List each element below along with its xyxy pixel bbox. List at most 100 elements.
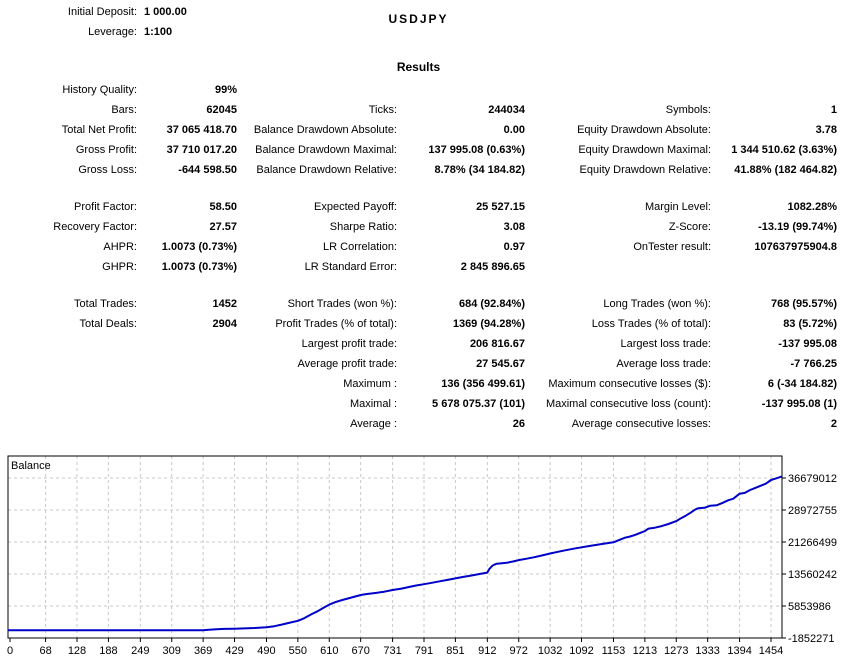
stat-label: Average profit trade: [297,358,397,370]
x-axis-label: 429 [225,645,243,657]
stats-row: Maximum : 136 (356 499.61) Maximum consecu… [0,374,837,394]
stat-label: Maximal consecutive loss (count): [545,398,711,410]
y-axis-label: 21266499 [788,537,837,549]
stat-value: 5 678 075.37 (101) [432,398,525,410]
x-axis-label: 249 [131,645,149,657]
stat-value: 1082.28% [787,201,837,213]
stat-label [525,80,711,100]
stat-label: Average loss trade: [616,358,711,370]
leverage-label: Leverage: [88,26,137,38]
initial-deposit-row: Initial Deposit: 1 000.00 [0,2,837,22]
leverage-row: Leverage: 1:100 [0,22,837,42]
stat-label: Margin Level: [644,201,711,213]
stat-label: Balance Drawdown Relative: [256,164,397,176]
stats-row: Bars: 62045 Ticks: 244034 Symbols: 1 [0,100,837,120]
stat-value [711,257,837,277]
stat-label: Expected Payoff: [314,201,397,213]
x-axis-label: 128 [68,645,86,657]
initial-deposit-value: 1 000.00 [144,6,187,18]
stat-value: 62045 [206,104,237,116]
balance-chart: 36679012 28972755 21266499 13560242 5853986 -… [0,448,858,664]
stats-row: Total Net Profit: 37 065 418.70 Balance Dr… [0,120,837,140]
x-axis-label: 309 [163,645,181,657]
stat-label: Maximal : [349,398,397,410]
stat-label: Profit Trades (% of total): [275,318,397,330]
y-axis-label: 5853986 [788,601,831,613]
stat-value: -137 995.08 (1) [761,398,837,410]
stat-label: Profit Factor: [74,201,137,213]
stats-row: Recovery Factor: 27.57 Sharpe Ratio: 3.08 Z-… [0,217,837,237]
stat-label: LR Correlation: [323,241,397,253]
stat-value: 6 (-34 184.82) [767,378,837,390]
stat-value: 1.0073 (0.73%) [161,261,237,273]
stats-section-3: Total Trades: 1452 Short Trades (won %): 68… [0,294,837,434]
stat-value [137,354,237,374]
stat-label: Total Trades: [74,298,137,310]
stat-label: Ticks: [368,104,397,116]
stat-label: Maximum consecutive losses ($): [548,378,711,390]
stats-section-1: History Quality: 99% Bars: 62045 Ticks: 24403… [0,80,837,180]
x-axis-label: 188 [99,645,117,657]
stats-row: Total Trades: 1452 Short Trades (won %): 68… [0,294,837,314]
x-axis-label: 1273 [664,645,688,657]
balance-line [8,475,783,632]
stat-label [0,374,137,394]
chart-legend-balance: Balance [11,460,51,472]
stat-value: 0.00 [503,124,525,136]
stat-label: Total Net Profit: [61,124,137,136]
x-axis-label: 1333 [695,645,719,657]
y-axis-label: 13560242 [788,569,837,581]
stat-label: Gross Profit: [75,144,137,156]
stats-row: Average : 26 Average consecutive losses: 2 [0,414,837,434]
stat-value: 206 816.67 [469,338,525,350]
stat-value [397,80,525,100]
stat-label: History Quality: [62,84,137,96]
stat-value: 26 [512,418,525,430]
x-axis-label: 1394 [727,645,751,657]
y-axis-label: 28972755 [788,505,837,517]
stats-row: Gross Profit: 37 710 017.20 Balance Drawdo… [0,140,837,160]
stat-value: 1 [830,104,837,116]
stat-value: 1369 (94.28%) [452,318,525,330]
stat-value: -13.19 (99.74%) [758,221,837,233]
stat-value: 1452 [212,298,237,310]
stat-label: Equity Drawdown Maximal: [578,144,711,156]
stat-label: Largest profit trade: [301,338,397,350]
stat-value: 684 (92.84%) [458,298,525,310]
x-axis-label: 851 [446,645,464,657]
stat-label: Short Trades (won %): [287,298,397,310]
x-axis-label: 972 [510,645,528,657]
stat-label: Maximum : [343,378,397,390]
stat-value [137,334,237,354]
stat-value: 41.88% (182 464.82) [734,164,837,176]
stats-row: Profit Factor: 58.50 Expected Payoff: 25 52… [0,197,837,217]
stat-label: Equity Drawdown Relative: [579,164,711,176]
stat-value: 3.08 [503,221,525,233]
x-axis-label: 550 [289,645,307,657]
stat-value: 768 (95.57%) [770,298,837,310]
stat-label: Largest loss trade: [620,338,712,350]
stat-label: OnTester result: [633,241,711,253]
stat-label [0,354,137,374]
stat-label [237,80,397,100]
x-axis-label: 1092 [569,645,593,657]
stats-row: Average profit trade: 27 545.67 Average lo… [0,354,837,374]
y-axis-label: 36679012 [788,473,837,485]
stat-value: 27 545.67 [476,358,525,370]
stats-row: Maximal : 5 678 075.37 (101) Maximal conse… [0,394,837,414]
stat-label: Recovery Factor: [53,221,137,233]
results-heading: Results [396,60,441,74]
stat-value [137,414,237,434]
x-axis-label: 731 [383,645,401,657]
stat-value: 107637975904.8 [754,241,837,253]
stat-label: Gross Loss: [78,164,137,176]
stat-value: -644 598.50 [178,164,237,176]
symbol-title: USDJPY [388,12,449,26]
stat-value: 2 845 896.65 [460,261,525,273]
stat-label: Average consecutive losses: [571,418,711,430]
stat-value: 1 344 510.62 (3.63%) [731,144,837,156]
stat-value: 1.0073 (0.73%) [161,241,237,253]
stat-label [0,394,137,414]
x-axis-label: 490 [257,645,275,657]
stat-label: Long Trades (won %): [603,298,711,310]
